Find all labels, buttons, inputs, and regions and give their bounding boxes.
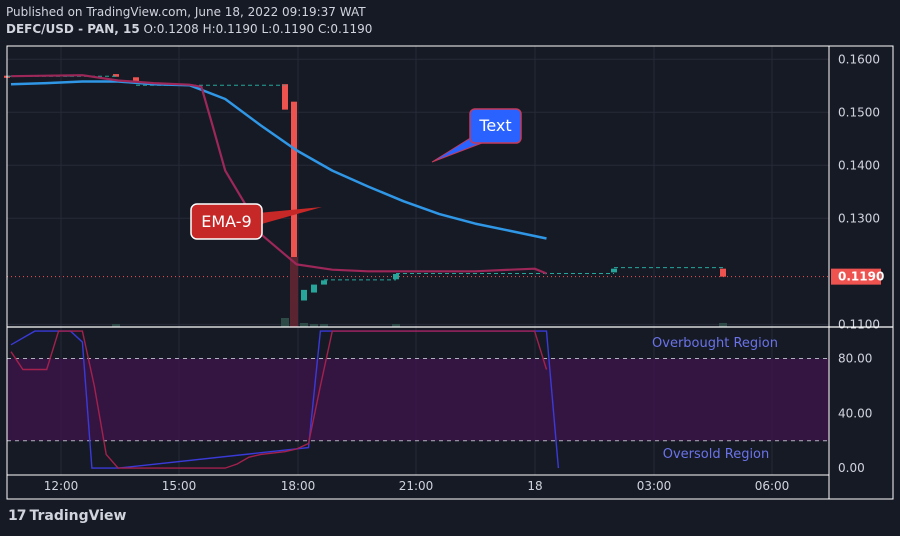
current-price-label: 0.1190 — [838, 270, 884, 284]
ema-line — [10, 80, 547, 240]
oversold-label: Oversold Region — [663, 447, 770, 462]
ema-callout-label: EMA-9 — [201, 212, 251, 231]
candle — [282, 84, 288, 110]
ema-callout-pointer — [258, 207, 322, 225]
candle — [393, 273, 399, 280]
time-tick-label: 12:00 — [44, 479, 79, 493]
symbol-info: DEFC/USD - PAN, 15 O:0.1208 H:0.1190 L:0… — [6, 22, 372, 36]
candle — [113, 74, 119, 77]
text-callout-label: Text — [478, 116, 511, 135]
candle — [611, 268, 617, 273]
candle — [321, 280, 327, 285]
volume-bar — [300, 323, 308, 327]
candle — [720, 268, 726, 277]
grid — [7, 46, 829, 475]
osc-tick-label: 40.00 — [838, 406, 872, 420]
ema-callout-box[interactable] — [190, 203, 263, 240]
time-tick-label: 15:00 — [162, 479, 197, 493]
price-tick-label: 0.1500 — [838, 105, 880, 119]
volume-bar — [392, 324, 400, 327]
candle — [291, 101, 297, 304]
osc-tick-label: 80.00 — [838, 352, 872, 366]
price-pane — [4, 74, 829, 327]
axes: 12:00 15:00 18:00 21:00 18 03:00 06:00 0.1600 0.… — [44, 52, 885, 493]
price-tick-label: 0.1600 — [838, 52, 880, 66]
volume-bar — [719, 323, 727, 327]
price-tick-label: 0.1300 — [838, 211, 880, 225]
volume-bar — [290, 257, 298, 327]
chart-frame — [6, 45, 894, 500]
time-tick-label: 21:00 — [399, 479, 434, 493]
oscillator-k-line — [10, 330, 560, 469]
text-callout-box[interactable] — [469, 108, 522, 144]
ohlc-values: O:0.1208 H:0.1190 L:0.1190 C:0.1190 — [143, 22, 373, 36]
time-tick-label: 18:00 — [281, 479, 316, 493]
volume-bar — [281, 318, 289, 327]
candle — [133, 77, 139, 84]
time-tick-label: 03:00 — [637, 479, 672, 493]
symbol-label: DEFC/USD - PAN, 15 — [6, 22, 140, 36]
brand-name: TradingView — [29, 508, 127, 524]
published-caption: Published on TradingView.com, June 18, 2… — [6, 5, 366, 19]
oscillator-d-line — [10, 330, 548, 469]
tradingview-logo-icon: 17 — [8, 508, 27, 524]
time-tick-label: 18 — [527, 479, 542, 493]
overbought-label: Overbought Region — [652, 336, 778, 351]
volume-bar — [310, 324, 318, 327]
volume-bar — [320, 324, 328, 327]
candle — [301, 289, 307, 301]
price-line — [10, 74, 547, 275]
oscillator-pane — [7, 330, 829, 469]
price-tick-label: 0.1400 — [838, 158, 880, 172]
current-price-tag — [831, 268, 881, 285]
oscillator-band — [7, 358, 829, 441]
volume-bar — [112, 324, 120, 327]
tradingview-brand: 17 TradingView — [8, 508, 126, 524]
price-tick-label: 0.1100 — [838, 317, 880, 331]
osc-tick-label: 0.00 — [838, 461, 865, 475]
candle — [311, 284, 317, 293]
time-tick-label: 06:00 — [755, 479, 790, 493]
